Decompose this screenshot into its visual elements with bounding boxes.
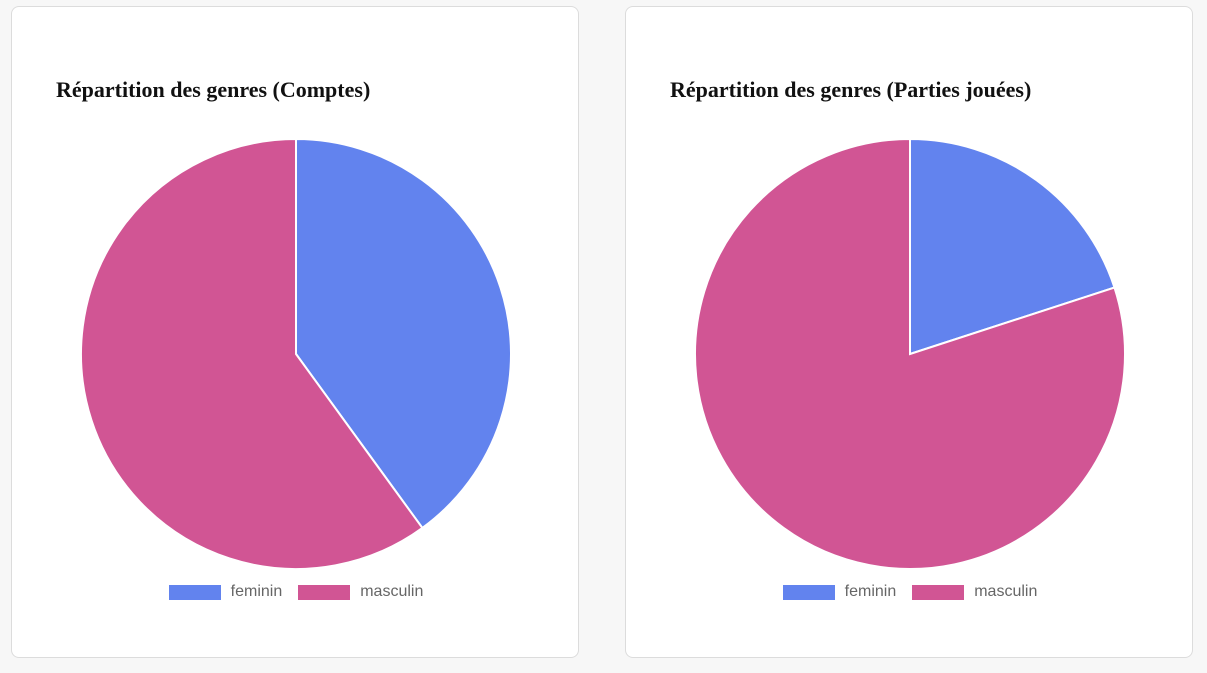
chart-title: Répartition des genres (Comptes) [56, 77, 371, 102]
pie-slice-masculin[interactable] [694, 137, 1126, 570]
chart-title: Répartition des genres (Parties jouées) [670, 77, 1032, 102]
legend-item-masculin[interactable]: masculin [298, 583, 423, 601]
legend-label-feminin: feminin [230, 583, 283, 600]
chart-card-comptes: Répartition des genres (Comptes) feminin… [11, 6, 579, 658]
legend-label-masculin: masculin [360, 583, 424, 600]
legend-swatch-feminin [168, 584, 221, 600]
pie-slice-feminin[interactable] [909, 137, 1116, 356]
legend-swatch-masculin [298, 584, 351, 600]
legend-swatch-feminin [782, 584, 835, 600]
pie-slice-feminin[interactable] [295, 137, 512, 530]
pie-slice-masculin[interactable] [80, 137, 424, 570]
legend-label-feminin: feminin [844, 583, 897, 600]
chart-card-parties-jouees: Répartition des genres (Parties jouées) … [625, 6, 1193, 658]
pie-chart-parties-jouees [694, 137, 1126, 570]
legend-label-masculin: masculin [974, 583, 1038, 600]
legend-swatch-masculin [912, 584, 965, 600]
chart-legend: feminin masculin [626, 583, 1194, 601]
legend-item-feminin[interactable]: feminin [168, 583, 283, 601]
pie-chart-comptes [80, 137, 512, 570]
chart-legend: feminin masculin [12, 583, 580, 601]
legend-item-masculin[interactable]: masculin [912, 583, 1037, 601]
legend-item-feminin[interactable]: feminin [782, 583, 897, 601]
